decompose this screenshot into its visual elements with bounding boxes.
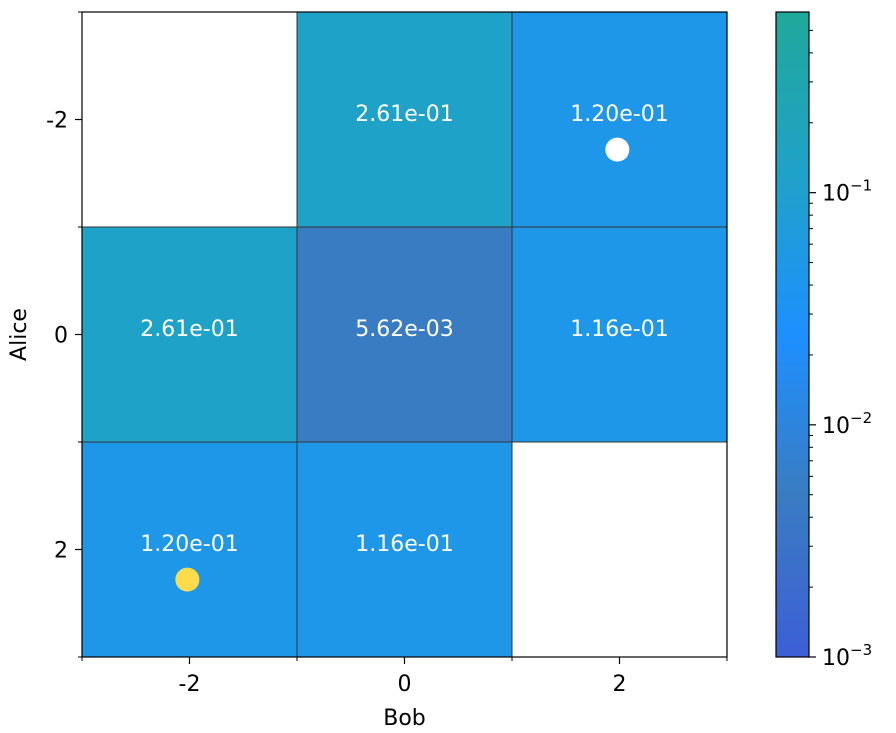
colorbar-tick-base: 10: [822, 414, 850, 439]
heatmap-cell: [81, 226, 298, 443]
heatmap-markers: [175, 137, 630, 592]
colorbar-gradient: [775, 11, 810, 658]
cell-value-label: 1.20e-01: [570, 102, 668, 127]
cell-value-label: 2.61e-01: [355, 102, 453, 127]
colorbar-tick-label: 10−3: [822, 641, 872, 671]
colorbar-tick-exponent: −2: [850, 409, 872, 427]
x-tick-label: 2: [613, 672, 627, 697]
colorbar-ticks: 10−110−210−3: [809, 29, 872, 671]
colorbar-tick-base: 10: [822, 182, 850, 207]
colorbar: 10−110−210−3: [775, 11, 872, 671]
heatmap-cell: [511, 226, 728, 443]
colorbar-tick-exponent: −3: [850, 641, 872, 659]
x-tick-label: 0: [398, 672, 412, 697]
colorbar-tick-label: 10−2: [822, 409, 872, 439]
marker-dot: [175, 567, 200, 592]
heatmap-cell: [81, 11, 298, 228]
y-tick-label: 2: [54, 539, 68, 564]
heatmap-cell: [296, 441, 513, 658]
colorbar-tick-label: 10−1: [822, 177, 872, 207]
heatmap-cell: [296, 11, 513, 228]
y-tick-label: 0: [54, 324, 68, 349]
heatmap-cell: [296, 226, 513, 443]
x-axis-label: Bob: [383, 706, 426, 731]
cell-value-label: 1.20e-01: [140, 532, 238, 557]
marker-dot: [605, 137, 630, 162]
cell-value-label: 2.61e-01: [140, 317, 238, 342]
heatmap-cell-labels: 2.61e-01 1.20e-01 2.61e-01 5.62e-03 1.16e-01…: [140, 102, 668, 557]
colorbar-tick-exponent: −1: [850, 177, 872, 195]
y-axis-label: Alice: [7, 308, 32, 361]
cell-value-label: 1.16e-01: [570, 317, 668, 342]
heatmap-cells: [81, 11, 728, 658]
cell-value-label: 1.16e-01: [355, 532, 453, 557]
cell-value-label: 5.62e-03: [355, 317, 453, 342]
heatmap-cell: [511, 441, 728, 658]
colorbar-tick-base: 10: [822, 646, 850, 671]
y-axis: -2 0 2: [46, 11, 82, 658]
y-tick-label: -2: [46, 109, 68, 134]
x-axis: -2 0 2: [81, 657, 728, 697]
heatmap-cell: [81, 441, 298, 658]
x-tick-label: -2: [179, 672, 201, 697]
